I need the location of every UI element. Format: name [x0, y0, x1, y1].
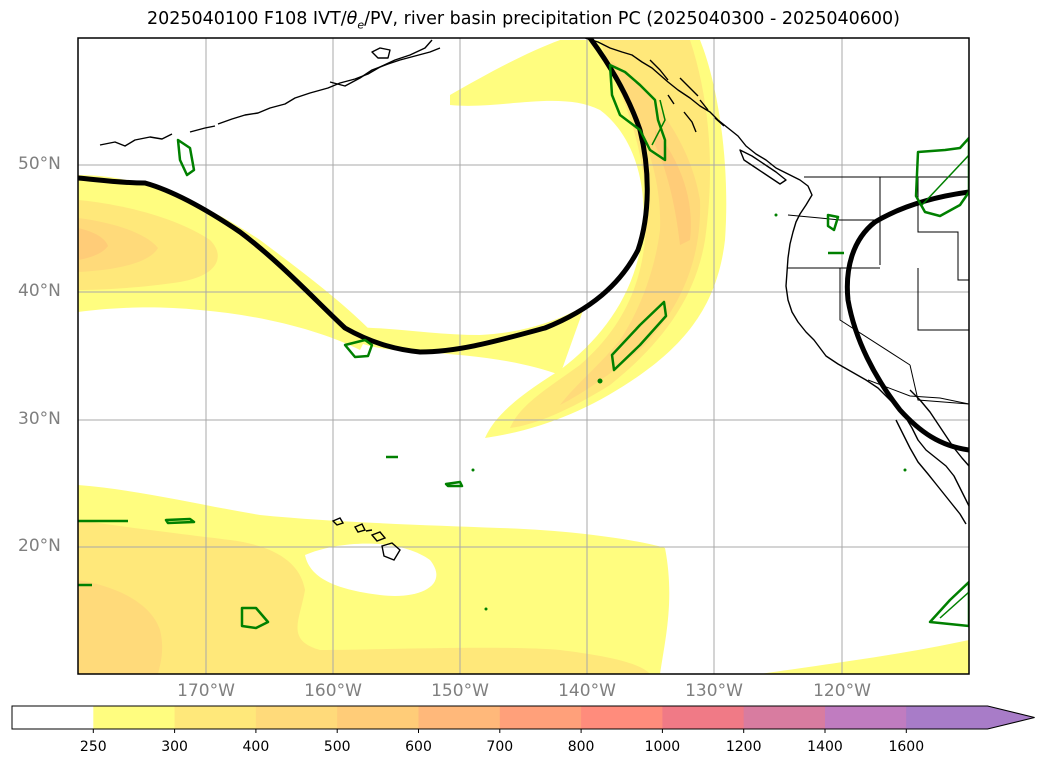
pc-contour-south: [240, 606, 270, 630]
coastlines: [99, 38, 969, 525]
lon-label-120w: 120°W: [813, 681, 871, 701]
colorbar-tick-label: 250: [79, 739, 107, 755]
island-hawaii: [381, 542, 401, 561]
pv-contours: [78, 38, 969, 453]
colorbar-swatch: [337, 706, 419, 729]
title-suffix: /PV, river basin precipitation PC (20250…: [364, 9, 901, 29]
pc-contour-small-2: [444, 480, 464, 488]
island-oahu: [353, 523, 367, 533]
colorbar-swatch: [662, 706, 745, 729]
coast-bc-islands: [649, 59, 725, 133]
pc-contour-idaho: [914, 136, 969, 218]
title-theta-subscript: e: [357, 18, 365, 32]
pc-contour-west-2: [164, 517, 196, 525]
coast-alaska-peninsula: [329, 47, 441, 87]
ivt-shading: [78, 38, 969, 674]
colorbar-tick-label: 300: [161, 739, 188, 755]
border-utah: [917, 268, 969, 331]
coast-kodiak: [371, 47, 391, 59]
colorbar-swatch: [581, 706, 663, 729]
colorbar-outline: [11, 705, 1035, 730]
pv-contour-east: [844, 189, 969, 453]
coast-aleutians: [99, 39, 433, 147]
coast-baja: [895, 419, 967, 525]
ivt-fill-400-west: [78, 218, 158, 272]
colorbar-swatch: [174, 706, 257, 729]
pc-contour-washington: [826, 213, 840, 232]
border-nevada: [839, 268, 911, 366]
pc-dot-1: [597, 378, 603, 384]
colorbar-swatch: [93, 706, 176, 729]
border-mexico: [867, 379, 969, 405]
pc-dot-2: [471, 468, 475, 472]
map-frame: [77, 37, 970, 675]
colorbar-extend-arrow: [906, 706, 1035, 729]
ivt-clear-north: [320, 183, 375, 218]
colorbar-swatch: [825, 706, 907, 729]
ivt-fill-250-southeast: [760, 640, 969, 674]
lat-label-50n: 50°N: [18, 154, 61, 174]
pc-contour-alaska-inner: [651, 99, 666, 146]
hawaii-islands: [331, 517, 401, 561]
colorbar-tick-label: 600: [405, 739, 432, 755]
island-kauai: [331, 517, 345, 526]
coast-gulf-california: [909, 389, 969, 467]
pv-contour-main: [78, 38, 650, 355]
lon-label-170w: 170°W: [177, 681, 235, 701]
colorbar-swatch: [743, 706, 826, 729]
colorbar-tick-label: 1200: [725, 739, 762, 755]
ivt-fill-500-west: [78, 228, 108, 260]
colorbar-swatch: [418, 706, 501, 729]
lon-label-160w: 160°W: [304, 681, 362, 701]
ivt-clear-hawaii: [305, 543, 437, 596]
pc-contour-southeast: [928, 580, 969, 628]
colorbar-tick-label: 500: [323, 739, 351, 755]
political-borders: [787, 176, 969, 405]
colorbar-swatch: [255, 706, 338, 729]
pc-contour-aleutian: [176, 138, 196, 177]
colorbar-swatch: [499, 706, 582, 729]
lat-label-20n: 20°N: [18, 536, 61, 556]
colorbar-tick-label: 1000: [644, 739, 681, 755]
title-theta: θ: [346, 9, 358, 29]
coast-vancouver-island: [739, 149, 787, 185]
pc-dot-4: [774, 213, 778, 217]
colorbar-tick-label: 800: [567, 739, 595, 755]
lon-label-140w: 140°W: [558, 681, 616, 701]
lon-label-150w: 150°W: [431, 681, 489, 701]
gridlines: [78, 38, 969, 674]
lon-label-130w: 130°W: [685, 681, 743, 701]
colorbar-tick-label: 1400: [807, 739, 843, 755]
map-title: 2025040100 F108 IVT/θe/PV, river basin p…: [0, 9, 1047, 32]
lat-label-30n: 30°N: [18, 409, 61, 429]
title-prefix: 2025040100 F108 IVT/: [146, 9, 347, 29]
colorbar-tick-label: 1600: [888, 739, 925, 755]
pc-contour-idaho-inner: [921, 154, 969, 206]
colorbar-tick-label: 400: [242, 739, 270, 755]
pc-contour-southeast-inner: [939, 591, 969, 619]
pc-contour-mid-ocean: [343, 338, 374, 359]
island-molokai: [365, 529, 373, 532]
colorbar-swatch: [12, 706, 94, 729]
precip-pc-contours: [78, 63, 969, 630]
pc-contour-alaska: [608, 63, 667, 162]
colorbar: [11, 705, 1035, 733]
ivt-fill-250-mid: [340, 305, 585, 375]
island-maui: [370, 531, 387, 542]
colorbar-tick-label: 700: [486, 739, 514, 755]
ivt-fill-400-south: [78, 580, 163, 674]
ivt-fill-300-south: [78, 520, 650, 674]
border-arizona: [909, 364, 969, 405]
pc-dot-5: [903, 468, 907, 472]
pc-contour-offshore: [610, 300, 668, 372]
pc-dot-3: [484, 607, 488, 611]
border-montana: [917, 177, 969, 281]
precip-pc-dots: [471, 213, 907, 611]
border-or-wa: [787, 214, 880, 221]
lat-label-40n: 40°N: [18, 281, 61, 301]
